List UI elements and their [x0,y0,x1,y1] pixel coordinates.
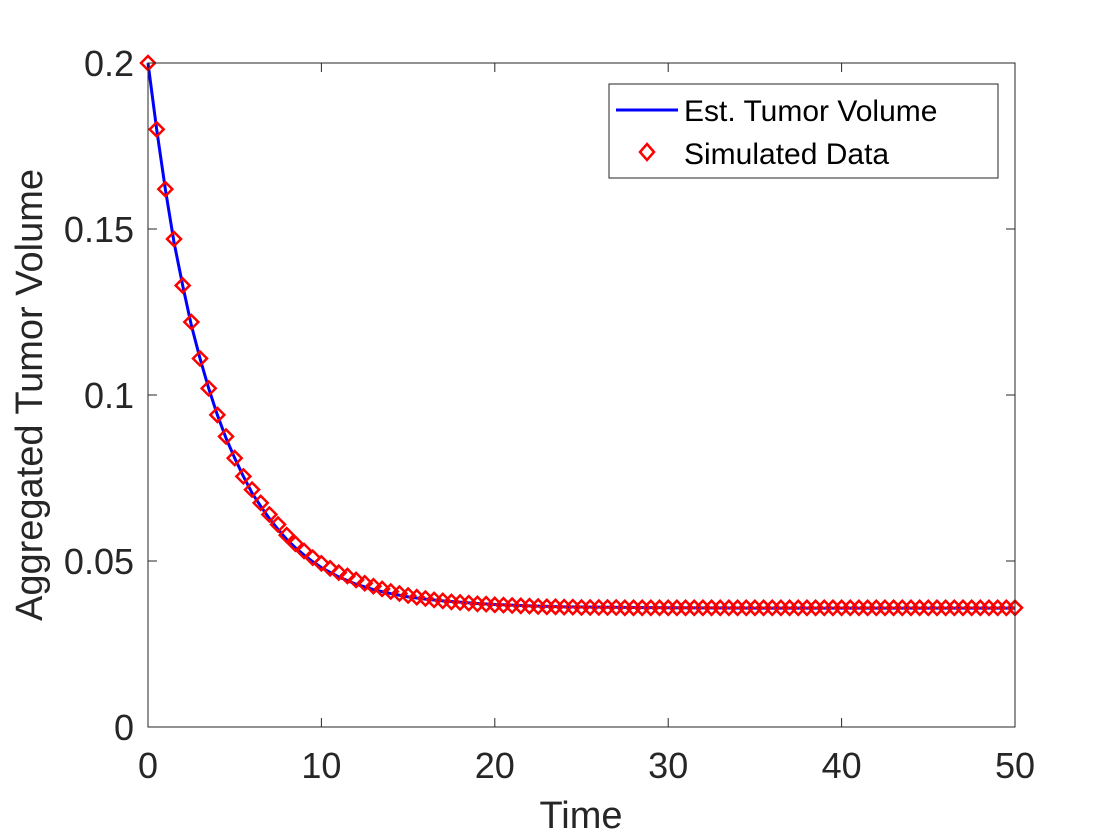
ticks-layer: 0 10 20 30 40 50 0 0.05 0.1 0.15 0.2 [64,43,1035,786]
y-axis-title: Aggregated Tumor Volume [9,169,51,621]
x-axis-title: Time [539,795,622,837]
simulated-data-point [234,467,253,486]
simulated-data-point [147,120,166,139]
simulated-data-point [303,548,322,567]
x-tick-label: 50 [995,745,1035,786]
simulated-data-point [269,515,287,534]
series-layer [139,54,1024,617]
simulated-data-point [364,577,383,595]
y-tick-label: 0 [114,707,134,748]
simulated-data-point [182,313,201,331]
simulated-data-point [208,406,227,424]
legend-marker-swatch [638,142,656,162]
x-tick-label: 10 [301,745,341,786]
simulated-data-point [321,559,339,578]
y-tick-label: 0.1 [84,375,134,416]
simulated-data-point [286,534,305,553]
simulated-data-point [312,554,331,573]
simulated-data-point [338,567,357,585]
simulated-data-point [191,349,209,368]
simulated-data-point [260,505,279,524]
simulated-data-point [347,571,365,589]
y-tick-label: 0.05 [64,541,134,582]
legend-label-est-tumor-volume: Est. Tumor Volume [684,95,937,128]
simulated-data-point [355,574,374,593]
x-tick-label: 0 [138,745,158,786]
y-tick-label: 0.2 [84,43,134,84]
simulated-data-point [243,480,261,499]
simulated-data-point [295,542,313,560]
simulated-data-point [277,526,296,544]
simulated-data-point [173,276,192,295]
simulated-data-point [199,379,218,398]
x-tick-label: 40 [822,745,862,786]
simulated-data-point [373,580,391,598]
simulated-data-point [156,180,175,198]
x-tick-label: 30 [648,745,688,786]
simulated-data-point [251,494,270,512]
simulated-data-point [225,449,244,467]
simulated-data-point [329,563,348,582]
simulated-data-point [217,427,235,446]
x-tick-label: 20 [475,745,515,786]
simulated-data-point [165,230,183,248]
legend: Est. Tumor Volume Simulated Data [608,83,999,179]
legend-label-simulated-data: Simulated Data [684,138,889,171]
legend-box [608,83,999,179]
y-tick-label: 0.15 [64,209,134,250]
